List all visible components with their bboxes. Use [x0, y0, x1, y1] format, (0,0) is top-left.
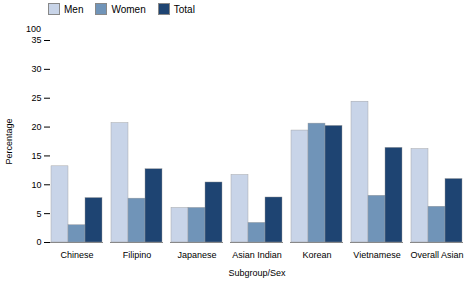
- svg-text:35: 35: [31, 35, 41, 45]
- svg-text:Overall Asian: Overall Asian: [410, 250, 463, 260]
- svg-text:5: 5: [36, 209, 41, 219]
- svg-text:Vietnamese: Vietnamese: [353, 250, 400, 260]
- svg-text:Chinese: Chinese: [60, 250, 93, 260]
- svg-text:Korean: Korean: [302, 250, 331, 260]
- html-text:100: 100: [26, 24, 41, 34]
- svg-text:Japanese: Japanese: [177, 250, 216, 260]
- svg-text:30: 30: [31, 64, 41, 74]
- svg-text:0: 0: [36, 237, 41, 247]
- html-text:Women: Women: [111, 3, 146, 15]
- html-text:Total: Total: [173, 3, 195, 15]
- svg-text:Percentage: Percentage: [4, 118, 14, 164]
- html-text:Men: Men: [64, 3, 84, 15]
- svg-text:25: 25: [31, 93, 41, 103]
- svg-text:Subgroup/Sex: Subgroup/Sex: [228, 268, 286, 278]
- svg-text:Asian Indian: Asian Indian: [232, 250, 282, 260]
- svg-text:15: 15: [31, 151, 41, 161]
- svg-text:10: 10: [31, 180, 41, 190]
- svg-text:Filipino: Filipino: [123, 250, 152, 260]
- svg-text:20: 20: [31, 122, 41, 132]
